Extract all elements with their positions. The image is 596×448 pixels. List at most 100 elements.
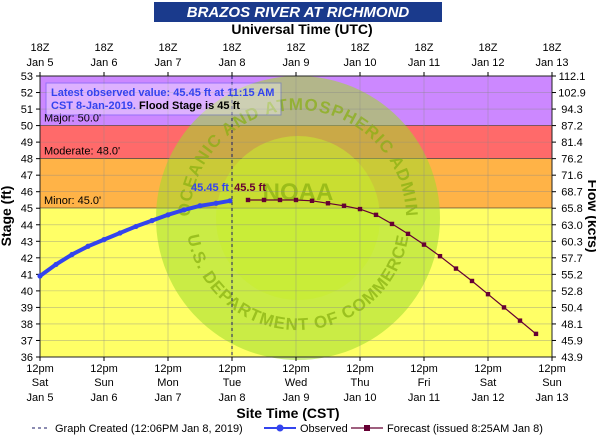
y-tick-label-right-15: 94.3 — [561, 104, 582, 116]
y-tick-label-right-6: 57.7 — [561, 253, 582, 265]
legend-created-label: Graph Created (12:06PM Jan 8, 2019) — [55, 423, 243, 435]
y-tick-label-left-15: 51 — [21, 104, 33, 116]
info-box-value: 45.45 ft at 11:15 AM — [173, 87, 274, 99]
x-tick-label-date-6: Jan 11 — [408, 392, 440, 404]
y-tick-label-right-4: 52.8 — [561, 286, 582, 298]
flood-band-label-2: Minor: 45.0' — [44, 195, 101, 207]
forecast-point — [453, 266, 459, 271]
observed-point — [85, 243, 91, 249]
x-tick-label-date-2: Jan 7 — [155, 392, 182, 404]
x-tick-label-time-7: 12pm — [474, 363, 502, 375]
forecast-point — [325, 201, 331, 206]
flood-band-label-1: Moderate: 48.0' — [44, 146, 120, 158]
top-tick-label-date-0: Jan 5 — [27, 57, 54, 69]
x-tick-label-time-8: 12pm — [538, 363, 566, 375]
x-tick-label-time-1: 12pm — [90, 363, 118, 375]
top-tick-label-date-7: Jan 12 — [471, 57, 504, 69]
forecast-point — [389, 221, 395, 227]
x-tick-label-day-4: Wed — [285, 377, 307, 389]
y-tick-label-left-17: 53 — [21, 71, 33, 83]
legend-observed-label: Observed — [300, 423, 348, 435]
observed-point — [133, 223, 139, 230]
y-tick-label-right-10: 68.7 — [561, 187, 582, 199]
forecast-point — [501, 305, 507, 310]
forecast-point — [309, 198, 315, 203]
y-tick-label-left-11: 47 — [21, 170, 33, 182]
chart-title: BRAZOS RIVER AT RICHMOND — [187, 4, 410, 21]
top-tick-label-date-5: Jan 10 — [343, 57, 376, 69]
y-tick-label-right-14: 87.2 — [561, 121, 582, 133]
y-tick-label-left-8: 44 — [21, 220, 33, 232]
x-tick-label-time-2: 12pm — [154, 363, 182, 375]
top-tick-label-date-8: Jan 13 — [535, 57, 568, 69]
y-tick-label-right-11: 71.6 — [561, 170, 582, 182]
top-tick-label-date-1: Jan 6 — [91, 57, 118, 69]
x-tick-label-date-0: Jan 5 — [27, 392, 54, 404]
watermark-inner-disc — [216, 136, 380, 300]
series-layer: 45.45 ft 45.5 ft — [37, 76, 539, 357]
legend-observed-swatch-dot — [276, 424, 284, 432]
info-box-line-2: CST 8-Jan-2019. Flood Stage is 45 ft — [51, 100, 240, 112]
observed-point — [69, 251, 75, 258]
axes: 36 43.9 37 45.9 38 48.1 39 50.4 40 52.8 41 55.2 42 57… — [21, 42, 586, 404]
top-tick-label-time-1: 18Z — [95, 42, 114, 54]
top-tick-label-date-2: Jan 7 — [155, 57, 182, 69]
x-tick-label-date-8: Jan 13 — [535, 392, 568, 404]
observed-point — [149, 218, 155, 224]
y-tick-label-left-0: 36 — [21, 352, 33, 364]
top-tick-label-date-4: Jan 9 — [283, 57, 310, 69]
top-tick-label-date-6: Jan 11 — [408, 57, 440, 69]
forecast-point — [373, 212, 379, 218]
forecast-point — [485, 291, 491, 297]
forecast-point — [261, 197, 267, 203]
x-tick-label-date-4: Jan 9 — [283, 392, 310, 404]
forecast-point — [421, 242, 427, 247]
forecast-point — [437, 253, 443, 259]
x-tick-label-day-3: Tue — [223, 377, 242, 389]
x-tick-label-date-1: Jan 6 — [91, 392, 118, 404]
y-tick-label-right-1: 45.9 — [561, 335, 582, 347]
observed-point — [213, 200, 219, 206]
y-tick-label-right-3: 50.4 — [561, 302, 582, 314]
x-tick-label-time-6: 12pm — [410, 363, 438, 375]
top-tick-label-time-6: 18Z — [415, 42, 434, 54]
info-box-line-1: Latest observed value: 45.45 ft at 11:15… — [51, 87, 274, 99]
observed-point — [197, 203, 203, 209]
y-axis-title-right: Flow (kcfs) — [585, 179, 596, 252]
y-tick-label-right-17: 112.1 — [559, 71, 586, 83]
top-tick-label-time-4: 18Z — [287, 42, 306, 54]
top-tick-label-time-5: 18Z — [351, 42, 370, 54]
y-tick-label-left-2: 38 — [21, 319, 33, 331]
y-tick-label-right-8: 63.0 — [561, 220, 582, 232]
x-tick-label-day-1: Sun — [94, 377, 114, 389]
x-tick-label-time-0: 12pm — [26, 363, 54, 375]
info-box-frame — [45, 82, 282, 116]
x-tick-label-day-7: Sat — [480, 377, 497, 389]
observed-point — [117, 230, 123, 236]
observed-point — [101, 237, 107, 243]
y-tick-label-right-2: 48.1 — [561, 319, 582, 331]
top-tick-label-time-0: 18Z — [31, 42, 50, 54]
forecast-value-label: 45.5 ft — [234, 182, 266, 194]
legend: Graph Created (12:06PM Jan 8, 2019) Obser… — [32, 423, 543, 435]
forecast-point — [469, 278, 475, 284]
y-axis-title-left: Stage (ft) — [0, 186, 14, 247]
top-tick-label-time-3: 18Z — [223, 42, 242, 54]
info-box-prefix: Latest observed value: — [51, 87, 173, 99]
title-bar — [154, 2, 442, 22]
y-tick-label-right-9: 65.8 — [561, 203, 582, 215]
x-tick-label-time-3: 12pm — [218, 363, 246, 375]
y-tick-label-left-14: 50 — [21, 121, 33, 133]
x-tick-label-day-6: Fri — [418, 377, 431, 389]
info-box-flood-stage: Flood Stage is 45 ft — [139, 100, 240, 112]
y-tick-label-right-0: 43.9 — [561, 352, 582, 364]
info-box-date: CST 8-Jan-2019. — [51, 100, 139, 112]
y-tick-label-left-5: 41 — [21, 269, 33, 281]
top-tick-label-time-7: 18Z — [479, 42, 498, 54]
y-tick-label-left-3: 39 — [21, 302, 33, 314]
y-tick-label-left-4: 40 — [21, 286, 33, 298]
legend-forecast-label: Forecast (issued 8:25AM Jan 8) — [387, 423, 543, 435]
x-tick-label-time-4: 12pm — [282, 363, 310, 375]
